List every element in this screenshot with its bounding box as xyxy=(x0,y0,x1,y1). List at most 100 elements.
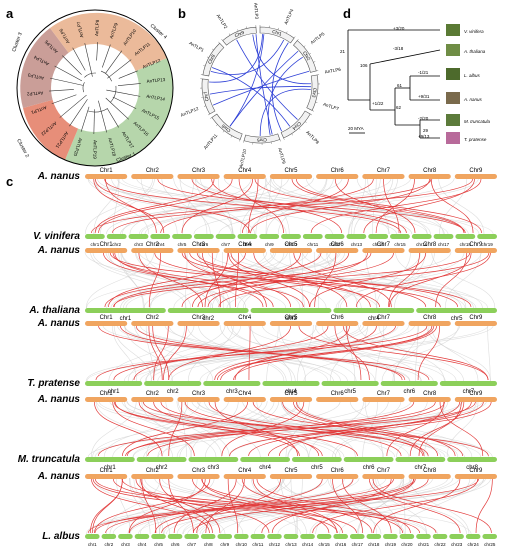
circos-tick xyxy=(222,130,225,133)
syntenic-link xyxy=(261,478,414,534)
background-link xyxy=(88,477,284,535)
species-photo xyxy=(446,92,460,104)
syntenic-link xyxy=(342,478,392,534)
circos-link xyxy=(211,67,291,127)
syntenic-link xyxy=(235,252,239,308)
syntenic-link xyxy=(254,178,465,234)
bottom-chromosome xyxy=(416,534,431,539)
bottom-chromosome xyxy=(333,534,348,539)
top-chromosome xyxy=(454,474,497,479)
bottom-chromosome-label: chr5 xyxy=(178,242,187,247)
circos-tick xyxy=(206,56,209,58)
syntenic-link xyxy=(220,325,435,381)
background-link xyxy=(297,324,314,382)
syntenic-link xyxy=(112,252,304,308)
top-chromosome-label: Chr7 xyxy=(377,315,391,321)
top-chromosome xyxy=(408,397,451,402)
bottom-chromosome xyxy=(101,534,117,539)
bottom-chromosome xyxy=(321,381,379,386)
background-link xyxy=(137,477,449,535)
circos-tick xyxy=(298,127,301,130)
bottom-chromosome-label: chr13 xyxy=(351,242,363,247)
gene-gain-loss: +3/20 xyxy=(393,26,405,31)
syntenic-link xyxy=(168,325,291,381)
top-chromosome-label: Chr7 xyxy=(377,468,391,474)
synteny-row: A. nanus A. thaliana Chr1 Chr2 Chr3 Chr4 Chr5 C… xyxy=(28,242,497,322)
syntenic-link xyxy=(375,178,415,234)
circos-link xyxy=(229,50,299,127)
bottom-chromosome-label: chr6 xyxy=(363,465,375,471)
background-link xyxy=(112,400,263,458)
top-chromosome xyxy=(131,397,174,402)
syntenic-link xyxy=(189,252,472,308)
syntenic-link xyxy=(91,478,210,534)
circos-tick xyxy=(203,65,206,67)
bottom-chromosome xyxy=(447,457,497,462)
species-photo xyxy=(446,114,460,126)
circos-gene-label: AnTLP6 xyxy=(324,67,341,75)
background-link xyxy=(141,400,192,458)
syntenic-link xyxy=(234,325,350,381)
circos-tick xyxy=(237,29,239,32)
top-chromosome-label: Chr8 xyxy=(423,242,437,248)
syntenic-link xyxy=(248,325,251,381)
bottom-chromosome-label: chr7 xyxy=(221,242,230,247)
circos-link xyxy=(236,39,298,120)
background-link xyxy=(423,400,445,458)
syntenic-link xyxy=(112,478,357,534)
bottom-chromosome-label: chr1 xyxy=(104,465,116,471)
circos-tick xyxy=(315,101,318,103)
bottom-chromosome xyxy=(333,308,415,313)
background-link xyxy=(86,324,489,382)
background-link xyxy=(281,400,489,458)
tree-branch xyxy=(105,50,123,74)
syntenic-link xyxy=(94,401,163,457)
tree-gene-label: AnTLP14 xyxy=(146,94,166,102)
bottom-chromosome-label: chr17 xyxy=(352,542,364,547)
syntenic-link xyxy=(113,325,396,381)
node-label: 106 xyxy=(360,63,368,68)
background-link xyxy=(112,324,137,382)
tree-branch xyxy=(98,100,108,133)
bottom-chromosome xyxy=(281,234,301,239)
synteny-top-species: A. nanus xyxy=(37,318,81,329)
tree-gene-label: AnTLP13 xyxy=(146,77,166,84)
tree-branches xyxy=(49,42,141,134)
circos-tick xyxy=(218,41,220,44)
bottom-chromosome-label: chr5 xyxy=(154,542,163,547)
circos-gene-label: AnTLP12 xyxy=(180,106,200,118)
background-link xyxy=(287,400,389,458)
background-link xyxy=(139,324,422,382)
bottom-chromosome-label: chr18 xyxy=(368,542,380,547)
top-chromosome-label: Chr3 xyxy=(192,242,206,248)
top-chromosome xyxy=(223,474,266,479)
bottom-chromosome xyxy=(366,534,382,539)
root-gain-label: +1/22 xyxy=(372,101,384,106)
background-link xyxy=(93,177,120,235)
circos-tick xyxy=(230,135,233,138)
bottom-chromosome-label: chr4 xyxy=(138,542,147,547)
circos-tick xyxy=(221,38,223,41)
background-link xyxy=(372,477,401,535)
circos-tick xyxy=(293,36,296,39)
top-chromosome-label: Chr3 xyxy=(192,168,206,174)
top-chromosome xyxy=(177,397,220,402)
top-chromosome-label: Chr9 xyxy=(469,242,483,248)
background-link xyxy=(377,477,467,535)
top-chromosome-label: Chr2 xyxy=(146,391,160,397)
bottom-chromosome xyxy=(85,457,135,462)
synteny-top-species: A. nanus xyxy=(37,245,81,256)
background-link xyxy=(261,324,457,382)
bottom-chromosome xyxy=(234,534,249,539)
circos-tick xyxy=(211,48,214,51)
top-chromosome-label: Chr1 xyxy=(100,391,114,397)
syntenic-link xyxy=(184,252,292,308)
tree-gene-label: AnTLP7 xyxy=(76,21,85,38)
top-chromosome xyxy=(85,248,128,253)
species-photo xyxy=(446,132,460,144)
bottom-chromosome xyxy=(439,381,497,386)
syntenic-link xyxy=(298,325,489,381)
bottom-chromosome-label: chr7 xyxy=(415,465,427,471)
bottom-chromosome xyxy=(167,534,183,539)
circos-link xyxy=(209,34,263,83)
